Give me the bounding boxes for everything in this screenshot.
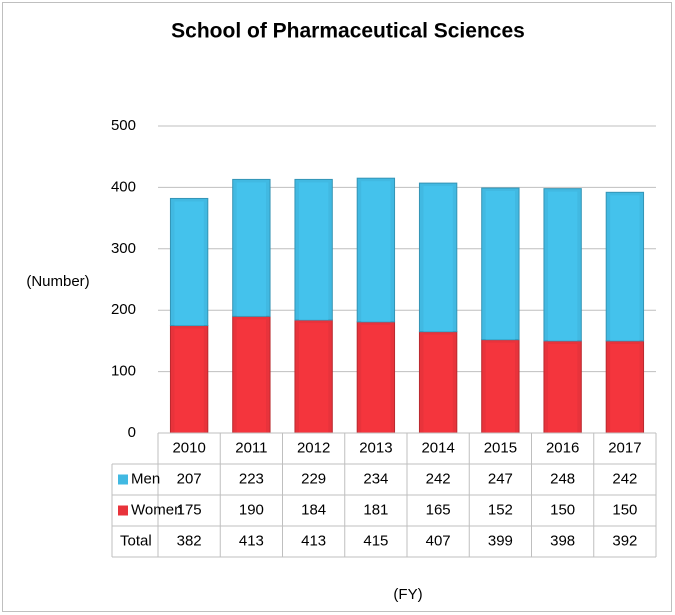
table-total: 382 [177,532,202,549]
bar-highlight [485,342,516,433]
y-axis-label: (Number) [26,273,89,290]
table-value: 234 [363,470,388,487]
y-tick-label: 100 [111,363,136,380]
x-tick-label: 2013 [359,439,392,456]
x-tick-label: 2012 [297,439,330,456]
table-value: 150 [612,501,637,518]
bar-highlight [236,182,267,317]
table-value: 184 [301,501,326,518]
bar-highlight [298,323,329,433]
table-value: 175 [177,501,202,518]
table-total: 398 [550,532,575,549]
table-value: 207 [177,470,202,487]
chart-title: School of Pharmaceutical Sciences [171,20,525,43]
table-value: 190 [239,501,264,518]
bar-highlight [610,195,640,341]
x-tick-label: 2014 [421,439,454,456]
y-tick-label: 300 [111,240,136,257]
bar-highlight [547,343,578,433]
table-value: 247 [488,470,513,487]
x-tick-label: 2015 [484,439,517,456]
table-value: 229 [301,470,326,487]
bar-highlight [547,191,578,341]
x-tick-label: 2010 [172,439,205,456]
legend-label: Men [131,470,160,487]
table-total: 392 [612,532,637,549]
table-total: 407 [426,532,451,549]
table-total: 415 [363,532,388,549]
x-axis-label: (FY) [393,586,422,603]
table-total: 413 [301,532,326,549]
x-tick-label: 2016 [546,439,579,456]
legend-swatch [118,474,128,485]
x-tick-label: 2017 [608,439,641,456]
y-tick-label: 400 [111,178,136,195]
bar-highlight [236,319,267,433]
table-value: 165 [426,501,451,518]
legend-swatch [118,505,128,516]
table-value: 242 [426,470,451,487]
bar-highlight [610,343,640,433]
y-tick-label: 0 [128,424,136,441]
table-value: 248 [550,470,575,487]
bar-highlight [174,328,204,433]
total-label: Total [120,532,152,549]
bar-highlight [361,324,391,433]
y-tick-label: 200 [111,301,136,318]
bar-highlight [174,201,204,326]
y-tick-label: 500 [111,117,136,134]
table-value: 152 [488,501,513,518]
bar-highlight [423,334,453,433]
table-total: 413 [239,532,264,549]
bar-highlight [423,186,453,332]
table-value: 150 [550,501,575,518]
table-total: 399 [488,532,513,549]
bar-highlight [361,181,391,322]
bar-highlight [298,182,329,321]
bar-highlight [485,191,516,340]
table-value: 242 [612,470,637,487]
legend-label: Women [131,501,182,518]
x-tick-label: 2011 [235,439,267,456]
table-value: 223 [239,470,264,487]
table-value: 181 [363,501,388,518]
